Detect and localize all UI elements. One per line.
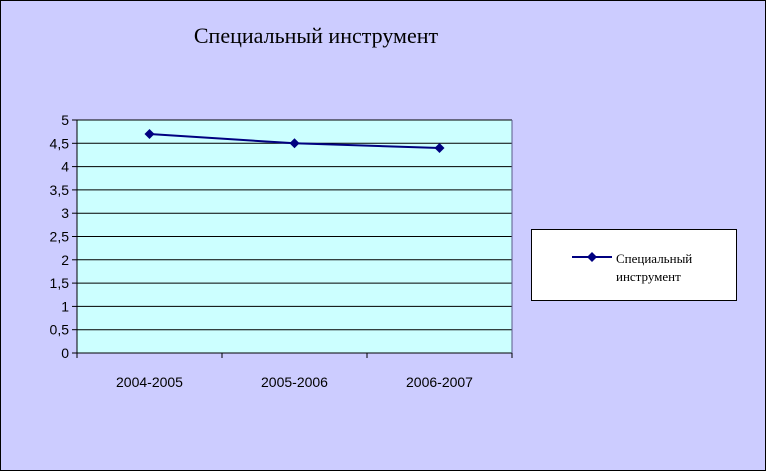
y-tick-label: 2,5 bbox=[50, 229, 70, 245]
y-tick-label: 2 bbox=[61, 252, 69, 268]
chart-title: Специальный инструмент bbox=[193, 23, 439, 48]
x-tick-label: 2004-2005 bbox=[116, 374, 183, 390]
y-tick-label: 5 bbox=[61, 112, 69, 128]
y-axis-ticks: 0 0,5 1 1,5 2 2,5 3 3,5 4 4,5 5 bbox=[50, 112, 77, 361]
data-point bbox=[434, 142, 445, 153]
y-tick-label: 3 bbox=[61, 205, 69, 221]
y-tick-label: 1,5 bbox=[50, 275, 70, 291]
y-tick-label: 0 bbox=[61, 345, 69, 361]
legend-label: Специальный инструмент bbox=[616, 251, 693, 284]
y-tick-label: 0,5 bbox=[50, 322, 70, 338]
legend: Специальный инструмент bbox=[531, 229, 737, 301]
data-point bbox=[289, 138, 300, 149]
data-point bbox=[144, 128, 155, 139]
gridlines bbox=[77, 119, 512, 331]
series-group bbox=[144, 128, 445, 153]
y-tick-label: 3,5 bbox=[50, 182, 70, 198]
x-tick-label: 2006-2007 bbox=[406, 374, 473, 390]
y-tick-label: 4 bbox=[61, 159, 69, 175]
x-axis-ticks: 2004-2005 2005-2006 2006-2007 bbox=[76, 353, 513, 390]
legend-swatch bbox=[572, 252, 612, 262]
y-tick-label: 1 bbox=[61, 298, 69, 314]
x-tick-label: 2005-2006 bbox=[261, 374, 328, 390]
y-tick-label: 4,5 bbox=[50, 135, 70, 151]
